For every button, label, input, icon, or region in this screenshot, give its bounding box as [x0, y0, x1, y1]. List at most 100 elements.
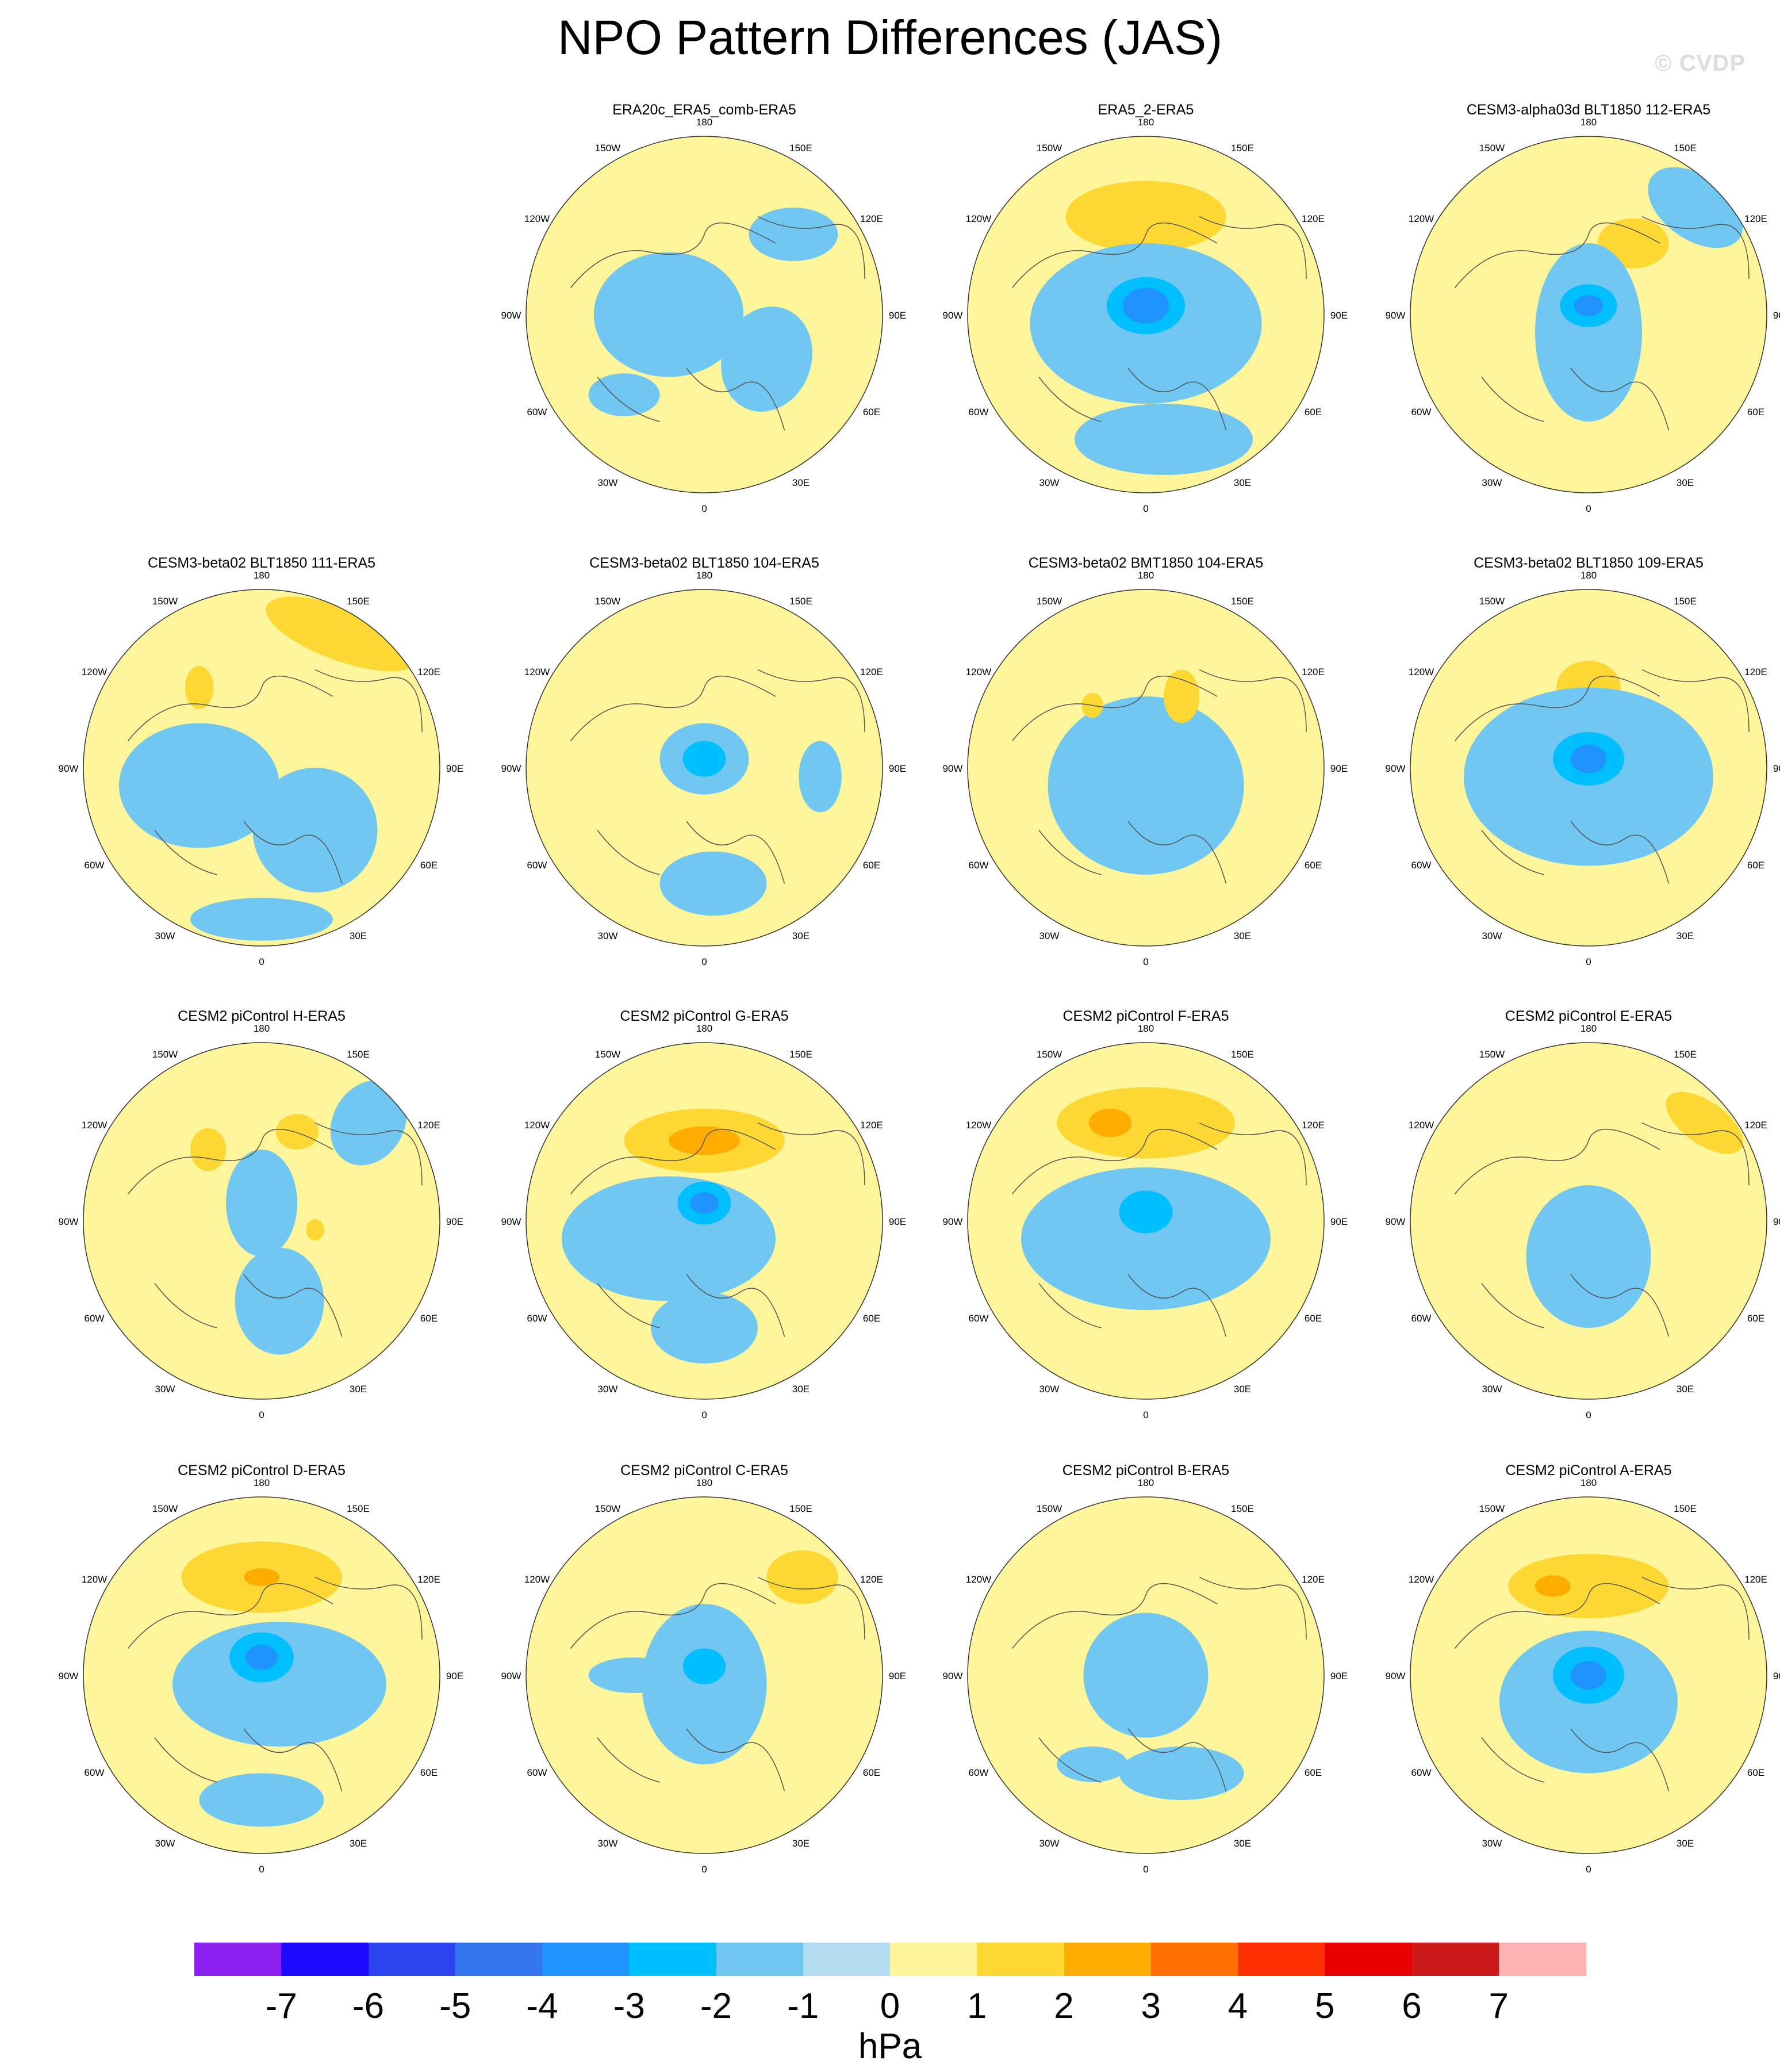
- map-border: [1410, 136, 1767, 493]
- meridian-label: 180: [1138, 1023, 1154, 1034]
- meridian-label: 90W: [943, 310, 963, 321]
- meridian-label: 150E: [789, 1503, 812, 1514]
- meridian-label: 90W: [501, 310, 521, 321]
- contour-region: [1164, 669, 1199, 723]
- meridian-label: 90E: [1330, 310, 1348, 321]
- meridian-label: 0: [1143, 1864, 1148, 1875]
- contour-fills: [526, 136, 883, 493]
- meridian-label: 30W: [598, 1838, 618, 1849]
- panel-title: ERA20c_ERA5_comb-ERA5: [612, 102, 796, 118]
- meridian-label: 180: [1580, 117, 1597, 128]
- meridian-label: 90E: [1330, 1671, 1348, 1682]
- contour-fills: [526, 1497, 883, 1853]
- contour-fills: [968, 1043, 1324, 1399]
- meridian-label: 90W: [943, 1671, 963, 1682]
- meridian-label: 30W: [155, 930, 175, 941]
- contour-region: [766, 1550, 838, 1604]
- meridian-label: 0: [1143, 503, 1148, 514]
- meridian-label: 60E: [1305, 1313, 1322, 1324]
- contour-fills: [83, 1497, 440, 1853]
- meridian-label: 0: [1586, 1410, 1591, 1420]
- meridian-label: 90W: [943, 1216, 963, 1227]
- meridian-label: 120E: [860, 1120, 883, 1131]
- colorbar-tick-label: 6: [1402, 1986, 1422, 2026]
- meridian-label: 150W: [1479, 143, 1505, 154]
- meridian-label: 120W: [524, 1574, 550, 1585]
- meridian-label: 150W: [1479, 1049, 1505, 1060]
- meridian-label: 150W: [1479, 596, 1505, 607]
- polar-map: 180 150E 120E 90E 60E 30E 0 30W 60W 90W 120W 150W: [501, 117, 907, 514]
- coastline: [1011, 1122, 1307, 1337]
- meridian-label: 120E: [1744, 1574, 1767, 1585]
- meridian-label: 90E: [1773, 763, 1780, 774]
- meridian-label: 30E: [792, 1838, 810, 1849]
- meridian-label: 30W: [155, 1838, 175, 1849]
- polar-map: 180 150E 120E 90E 60E 30E 0 30W 60W 90W 120W 150W: [1386, 1477, 1780, 1875]
- meridian-label: 60E: [420, 860, 438, 871]
- contour-region: [1535, 1575, 1571, 1597]
- colorbar-tick-label: -6: [352, 1986, 385, 2026]
- contour-fills: [1410, 589, 1767, 946]
- meridian-label: 120W: [524, 1120, 550, 1131]
- panel-title: CESM3-beta02 BLT1850 109-ERA5: [1474, 555, 1704, 571]
- polar-map: 180 150E 120E 90E 60E 30E 0 30W 60W 90W 120W 150W: [1386, 570, 1780, 967]
- meridian-label: 60W: [969, 1767, 989, 1778]
- meridian-label: 90W: [501, 763, 521, 774]
- meridian-label: 60W: [969, 1313, 989, 1324]
- meridian-label: 150E: [789, 1049, 812, 1060]
- map-border: [525, 136, 883, 493]
- panel-title: CESM2 piControl A-ERA5: [1505, 1462, 1672, 1479]
- meridian-label: 0: [1143, 1410, 1148, 1420]
- meridian-label: 150E: [1231, 143, 1254, 154]
- meridian-label: 90E: [1330, 1216, 1348, 1227]
- meridian-label: 30E: [1234, 1838, 1251, 1849]
- contour-region: [1666, 1091, 1743, 1154]
- meridian-label: 0: [701, 503, 707, 514]
- colorbar-tick-label: -2: [700, 1986, 732, 2026]
- contour-region: [1057, 1087, 1235, 1159]
- contour-region: [1119, 1747, 1244, 1800]
- contour-region: [1526, 1185, 1651, 1328]
- polar-map: 180 150E 120E 90E 60E 30E 0 30W 60W 90W 120W 150W: [501, 570, 907, 967]
- meridian-label: 150E: [347, 1049, 370, 1060]
- contour-region: [190, 1128, 226, 1171]
- colorbar-tick-label: 2: [1054, 1986, 1074, 2026]
- meridian-label: 120W: [1409, 213, 1434, 224]
- contour-fills: [968, 136, 1324, 493]
- contour-region: [1508, 1554, 1669, 1618]
- meridian-label: 150W: [595, 143, 620, 154]
- meridian-label: 30E: [792, 1384, 810, 1395]
- meridian-label: 30E: [1677, 1838, 1694, 1849]
- polar-map: 180 150E 120E 90E 60E 30E 0 30W 60W 90W 120W 150W: [943, 1477, 1348, 1875]
- meridian-label: 30W: [1482, 930, 1502, 941]
- contour-region: [275, 1114, 319, 1150]
- meridian-label: 30E: [1677, 477, 1694, 488]
- panel-title: CESM3-beta02 BMT1850 104-ERA5: [1028, 555, 1264, 571]
- colorbar-tick-label: 5: [1315, 1986, 1335, 2026]
- meridian-label: 0: [1586, 503, 1591, 514]
- meridian-label: 150E: [1674, 143, 1697, 154]
- contour-region: [172, 1622, 386, 1747]
- meridian-label: 90W: [1386, 1671, 1406, 1682]
- contour-fills: [968, 589, 1324, 946]
- coastline: [570, 669, 865, 884]
- meridian-label: 150W: [1479, 1503, 1505, 1514]
- map-border: [83, 589, 440, 947]
- contour-region: [185, 666, 214, 709]
- contour-region: [749, 208, 838, 261]
- meridian-label: 0: [259, 956, 264, 967]
- meridian-label: 60E: [863, 860, 880, 871]
- meridian-label: 30E: [792, 930, 810, 941]
- panel-title: CESM2 piControl C-ERA5: [620, 1462, 788, 1479]
- meridian-label: 180: [1138, 1477, 1154, 1488]
- meridian-label: 90E: [889, 763, 906, 774]
- meridian-label: 0: [701, 1864, 707, 1875]
- contour-region: [1592, 1224, 1621, 1253]
- coastline: [1454, 216, 1750, 431]
- meridian-label: 150E: [1674, 596, 1697, 607]
- meridian-label: 120W: [524, 213, 550, 224]
- meridian-label: 90E: [1330, 763, 1348, 774]
- meridian-label: 30W: [1039, 477, 1060, 488]
